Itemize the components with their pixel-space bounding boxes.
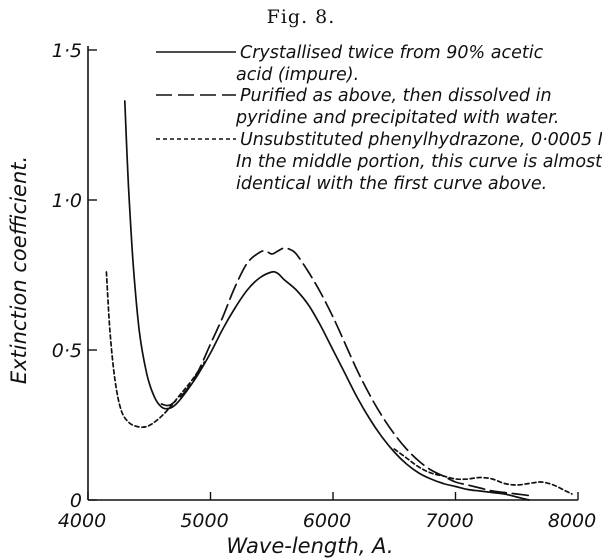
x-tick-label: 7000	[425, 510, 473, 532]
x-tick-label: 4000	[58, 510, 106, 532]
x-tick-label: 8000	[548, 510, 596, 532]
series-line-dotted	[393, 448, 573, 495]
series-layer	[105, 100, 573, 501]
y-tick-label: 0·5	[52, 340, 82, 362]
series-line-dotted	[105, 271, 206, 429]
x-axis-title: Wave-length, A.	[226, 534, 393, 558]
legend-label: identical with the first curve above.	[236, 174, 547, 194]
axes: 0 0·5 1·0 1·5 4000 5000 6000 7000 8000	[52, 40, 596, 532]
legend-label: In the middle portion, this curve is alm…	[236, 152, 602, 172]
figure-title: Fig. 8.	[266, 6, 336, 28]
y-tick-label: 0	[70, 490, 82, 512]
series-line-dashed	[160, 247, 530, 497]
y-axis-title: Extinction coefficient.	[7, 156, 31, 384]
legend-label: Crystallised twice from 90% acetic	[240, 43, 544, 63]
legend-label: Purified as above, then dissolved in	[240, 86, 552, 106]
series-line-solid	[123, 100, 530, 501]
legend-label: acid (impure).	[236, 65, 359, 85]
y-tick-label: 1·5	[52, 40, 82, 62]
y-tick-label: 1·0	[52, 190, 82, 212]
x-tick-label: 6000	[303, 510, 351, 532]
legend-label: Unsubstituted phenylhydrazone, 0·0005 M.	[240, 130, 602, 150]
legend-label: pyridine and precipitated with water.	[235, 108, 559, 128]
x-tick-label: 5000	[180, 510, 228, 532]
